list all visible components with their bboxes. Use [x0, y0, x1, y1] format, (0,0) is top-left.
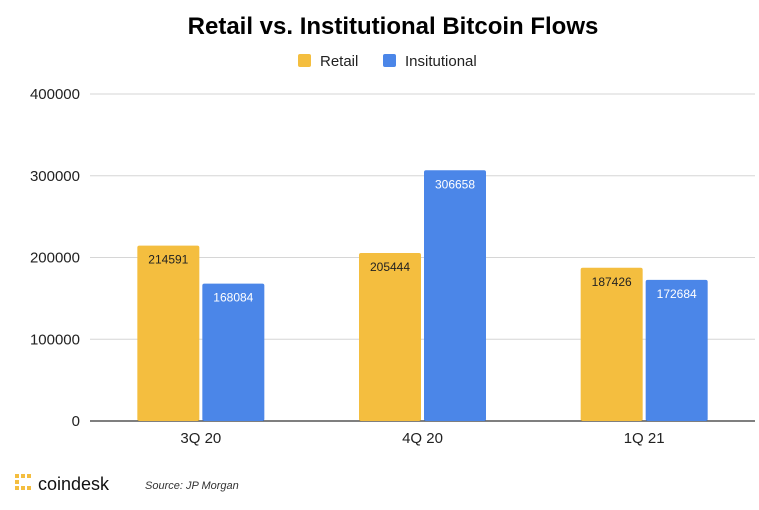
bars — [137, 170, 708, 421]
legend: Retail Insitutional — [298, 53, 477, 70]
legend-label-institutional: Insitutional — [405, 53, 477, 70]
bar-retail — [137, 245, 200, 421]
y-tick-label: 200000 — [30, 250, 80, 267]
y-tick-label: 300000 — [30, 168, 80, 185]
bar-value-label: 187426 — [592, 275, 632, 289]
x-tick-label: 1Q 21 — [624, 430, 665, 447]
bar-institutional — [645, 279, 708, 421]
x-tick-label: 3Q 20 — [180, 430, 221, 447]
bar-value-label: 168084 — [213, 291, 253, 305]
bar-retail — [580, 267, 643, 421]
coindesk-logo-icon — [15, 474, 31, 490]
source-note: Source: JP Morgan — [145, 480, 239, 492]
legend-swatch-retail — [298, 54, 311, 67]
x-tick-label: 4Q 20 — [402, 430, 443, 447]
bar-institutional — [424, 170, 486, 421]
bar-value-label: 214591 — [148, 253, 188, 267]
x-axis-ticks: 3Q 20 4Q 20 1Q 21 — [180, 430, 664, 447]
bar-value-label: 205444 — [370, 260, 410, 274]
bar-value-labels: 214591 168084 205444 306658 187426 172684 — [148, 177, 697, 304]
y-axis-ticks: 0 100000 200000 300000 400000 — [30, 86, 80, 430]
legend-label-retail: Retail — [320, 53, 358, 70]
y-tick-label: 100000 — [30, 331, 80, 348]
legend-swatch-institutional — [383, 54, 396, 67]
y-tick-label: 400000 — [30, 86, 80, 103]
bar-institutional — [202, 283, 265, 421]
bar-retail — [359, 253, 421, 421]
bar-value-label: 306658 — [435, 177, 475, 191]
bar-value-label: 172684 — [657, 287, 697, 301]
footer: coindesk Source: JP Morgan — [15, 474, 239, 494]
chart-title: Retail vs. Institutional Bitcoin Flows — [188, 13, 599, 40]
gridlines — [90, 93, 755, 422]
y-tick-label: 0 — [72, 413, 80, 430]
coindesk-wordmark: coindesk — [38, 474, 110, 494]
